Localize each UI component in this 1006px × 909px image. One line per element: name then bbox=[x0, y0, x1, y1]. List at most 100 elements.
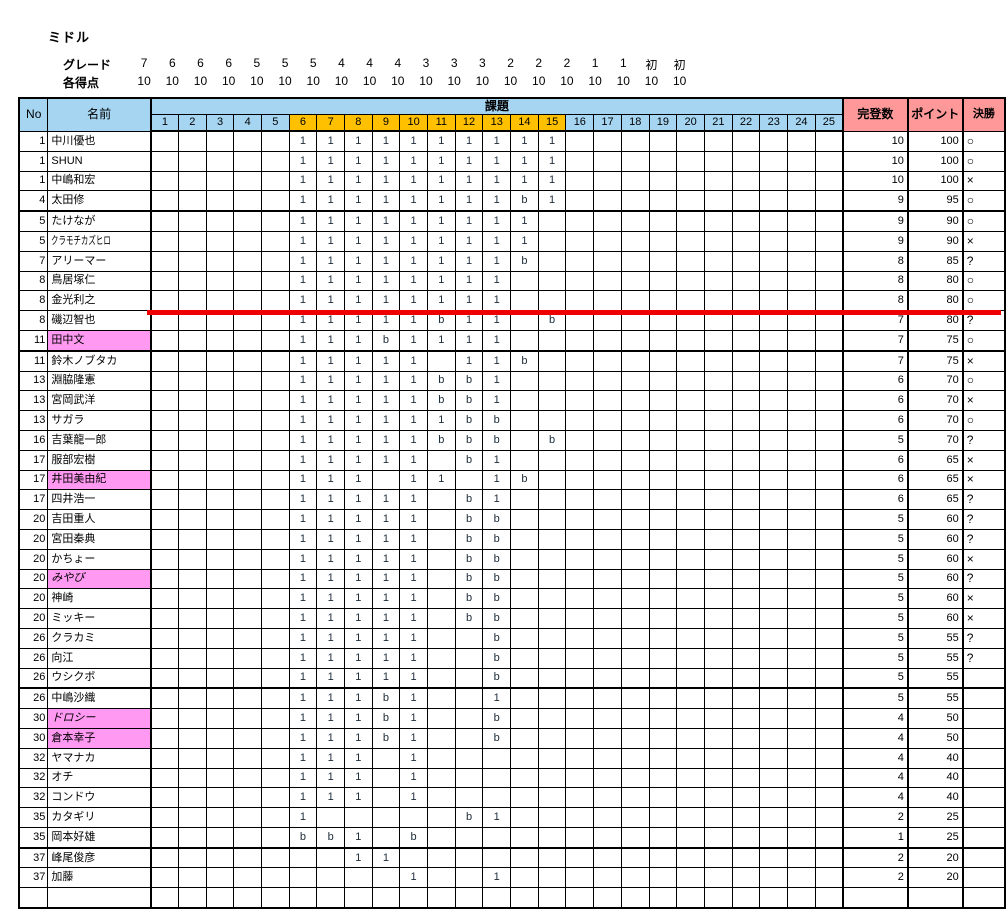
problem-mark-cell bbox=[537, 588, 567, 610]
name-text: ミッキー bbox=[51, 612, 96, 625]
problem-mark-cell bbox=[703, 429, 733, 451]
problem-mark-cell bbox=[510, 528, 539, 550]
problem-mark-cell bbox=[731, 767, 761, 789]
problem-mark-cell bbox=[537, 847, 567, 869]
problem-mark-cell: 1 bbox=[316, 489, 345, 511]
problem-mark-cell bbox=[703, 647, 733, 669]
completions-cell: 5 bbox=[842, 568, 909, 590]
problem-mark-cell bbox=[260, 329, 290, 352]
problem-mark-cell bbox=[593, 887, 622, 909]
problem-mark-cell: 1 bbox=[343, 708, 373, 729]
table-row: 17 服部宏樹 1 1 1 1 1 b 1 6 65 × bbox=[18, 449, 1006, 471]
problem-mark-cell bbox=[426, 727, 456, 749]
problem-mark-cell bbox=[565, 390, 595, 412]
problem-mark-cell bbox=[620, 210, 650, 232]
problem-mark-cell bbox=[814, 747, 844, 769]
problem-mark-cell bbox=[510, 708, 539, 729]
problem-mark-cell bbox=[537, 647, 567, 669]
score-value: 10 bbox=[419, 74, 433, 88]
completions-cell: 6 bbox=[842, 489, 909, 511]
completions-cell: 5 bbox=[842, 627, 909, 649]
problem-mark-cell bbox=[759, 847, 789, 869]
problem-mark-cell: 1 bbox=[399, 130, 428, 152]
problem-mark-cell bbox=[593, 489, 622, 511]
problem-mark-cell bbox=[205, 230, 235, 252]
problem-mark-cell: 1 bbox=[316, 429, 345, 451]
problem-mark-cell bbox=[593, 390, 622, 412]
problem-mark-cell bbox=[648, 469, 678, 491]
problem-mark-cell: 1 bbox=[288, 150, 318, 172]
score-value: 10 bbox=[672, 74, 687, 88]
rank-cell: 17 bbox=[18, 489, 49, 511]
problem-mark-cell bbox=[759, 867, 789, 889]
problem-mark-cell bbox=[260, 509, 290, 530]
problem-mark-cell bbox=[731, 528, 761, 550]
problem-column-header: 6 bbox=[288, 114, 318, 132]
name-cell: ウシクボ bbox=[47, 667, 152, 690]
problem-mark-cell bbox=[233, 807, 262, 828]
finals-cell bbox=[961, 708, 1006, 729]
qualification-cutoff-line bbox=[147, 310, 1001, 315]
points-cell: 90 bbox=[906, 230, 964, 252]
problem-mark-cell bbox=[676, 270, 705, 292]
rank-cell: 32 bbox=[18, 787, 49, 809]
problem-mark-cell bbox=[676, 826, 705, 849]
problem-mark-cell bbox=[593, 150, 622, 172]
problem-mark-cell: 1 bbox=[343, 687, 373, 710]
problem-mark-cell bbox=[260, 190, 290, 213]
completions-cell: 6 bbox=[842, 390, 909, 412]
name-text: クラモチカズヒロ bbox=[51, 234, 112, 247]
name-text: 吉田重人 bbox=[51, 513, 96, 526]
problem-mark-cell: 1 bbox=[426, 329, 456, 352]
problem-mark-cell bbox=[731, 489, 761, 511]
problem-mark-cell bbox=[620, 807, 650, 828]
problem-mark-cell: 1 bbox=[454, 329, 484, 352]
rank-cell bbox=[18, 887, 49, 909]
problem-mark-cell bbox=[620, 469, 650, 491]
name-text: 田中文 bbox=[51, 333, 85, 346]
problem-mark-cell bbox=[814, 270, 844, 292]
problem-mark-cell: 1 bbox=[399, 767, 428, 789]
problem-mark-cell bbox=[537, 887, 567, 909]
problem-mark-cell bbox=[371, 469, 401, 491]
name-cell: ミッキー bbox=[47, 608, 152, 629]
problem-mark-cell bbox=[648, 847, 678, 869]
problem-mark-cell bbox=[426, 489, 456, 511]
problem-mark-cell: b bbox=[510, 469, 539, 491]
problem-mark-cell: b bbox=[482, 608, 512, 629]
problem-mark-cell: 1 bbox=[537, 170, 567, 192]
grade-value: 初 bbox=[673, 58, 686, 72]
problem-mark-cell bbox=[759, 826, 789, 849]
rank-cell: 8 bbox=[18, 310, 49, 331]
problem-mark-cell bbox=[814, 588, 844, 610]
problem-mark-cell: 1 bbox=[371, 250, 401, 272]
points-cell: 40 bbox=[906, 787, 964, 809]
problem-mark-cell bbox=[703, 787, 733, 809]
problem-mark-cell bbox=[537, 747, 567, 769]
problem-mark-cell bbox=[648, 210, 678, 232]
problem-mark-cell: 1 bbox=[288, 667, 318, 690]
score-value: 10 bbox=[616, 74, 630, 88]
completions-cell: 5 bbox=[842, 687, 909, 710]
points-cell: 75 bbox=[906, 350, 964, 372]
problem-mark-cell bbox=[233, 489, 262, 511]
problem-mark-cell bbox=[676, 370, 705, 392]
problem-mark-cell: b bbox=[482, 708, 512, 729]
problem-mark-cell bbox=[565, 667, 595, 690]
problem-mark-cell: 1 bbox=[399, 627, 428, 649]
name-cell: 加藤 bbox=[47, 867, 152, 889]
problem-mark-cell bbox=[149, 390, 180, 412]
problem-mark-cell bbox=[648, 528, 678, 550]
points-cell: 40 bbox=[906, 767, 964, 789]
problem-mark-cell: 1 bbox=[316, 329, 345, 352]
problem-mark-cell bbox=[759, 887, 789, 909]
problem-mark-cell bbox=[759, 588, 789, 610]
problem-column-header: 7 bbox=[316, 114, 345, 132]
finals-cell: ○ bbox=[961, 370, 1006, 392]
problem-mark-cell bbox=[149, 787, 180, 809]
table-row: 13 サガラ 1 1 1 1 1 1 b b 6 70 ○ bbox=[18, 410, 1006, 431]
column-header-completions: 完登数 bbox=[842, 97, 909, 132]
problem-mark-cell: 1 bbox=[343, 747, 373, 769]
problem-mark-cell bbox=[676, 727, 705, 749]
finals-cell: × bbox=[961, 170, 1006, 192]
